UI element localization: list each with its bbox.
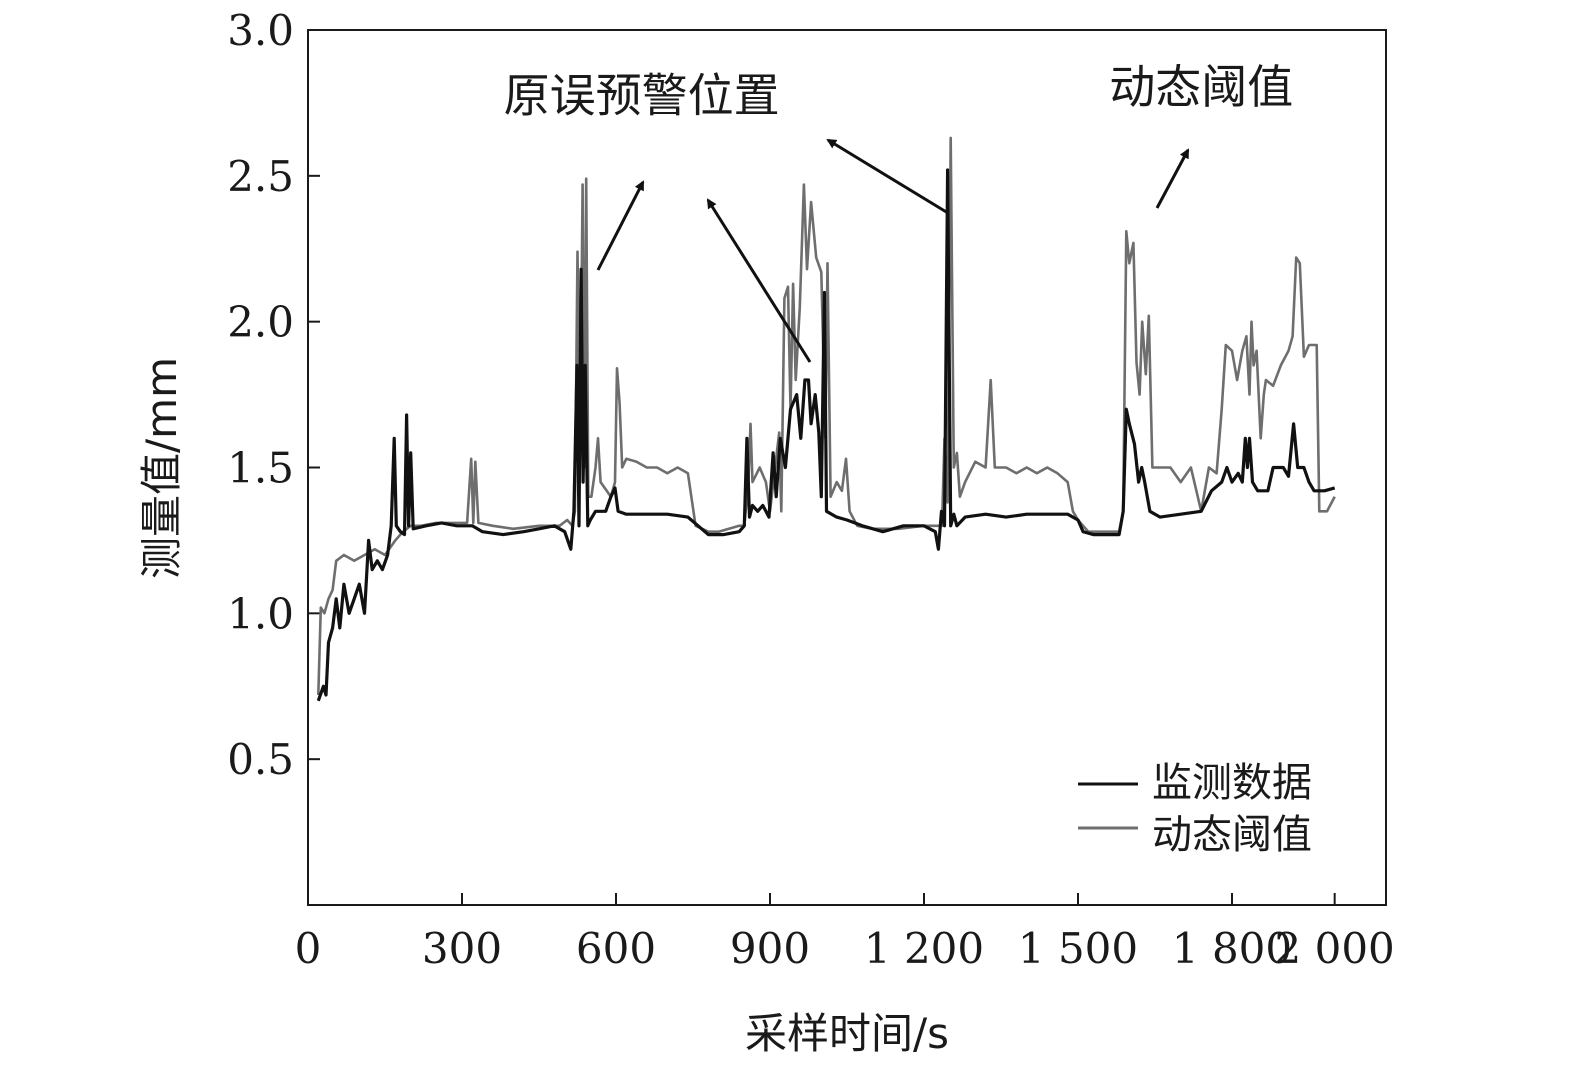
- x-tick-label: 2 000: [1275, 924, 1395, 973]
- x-tick-label: 300: [422, 924, 502, 973]
- x-tick-label: 900: [730, 924, 810, 973]
- y-tick-label: 3.0: [227, 6, 294, 55]
- series-line-monitor: [316, 168, 1336, 702]
- x-tick-label: 0: [295, 924, 322, 973]
- legend-label-monitor: 监测数据: [1152, 760, 1312, 806]
- x-tick-label: 1 500: [1018, 924, 1138, 973]
- x-tick-label: 1 800: [1172, 924, 1292, 973]
- y-axis-label: 测量值/mm: [137, 357, 186, 579]
- series-layer: [316, 136, 1336, 702]
- y-tick-label: 2.5: [227, 152, 294, 201]
- annotation-arrow: [826, 138, 949, 215]
- annotation-label: 原误预警位置: [504, 69, 780, 123]
- annotation-label: 动态阈值: [1109, 60, 1293, 114]
- annotation-arrow: [596, 180, 645, 271]
- y-tick-label: 1.5: [227, 444, 294, 493]
- y-axis: 0.5 1.0 1.5 2.0 2.5 3.0: [227, 6, 320, 784]
- x-tick-label: 600: [576, 924, 656, 973]
- y-tick-label: 0.5: [227, 735, 294, 784]
- y-tick-label: 2.0: [227, 298, 294, 347]
- x-axis-label: 采样时间/s: [745, 1009, 949, 1058]
- annotation-arrow: [706, 198, 812, 363]
- annotation-arrow: [1155, 148, 1190, 209]
- legend-label-threshold: 动态阈值: [1152, 812, 1312, 858]
- annotation-layer: 原误预警位置 动态阈值: [504, 60, 1293, 363]
- x-tick-label: 1 200: [864, 924, 984, 973]
- y-tick-label: 1.0: [227, 589, 294, 638]
- legend: 监测数据 动态阈值: [1078, 760, 1312, 858]
